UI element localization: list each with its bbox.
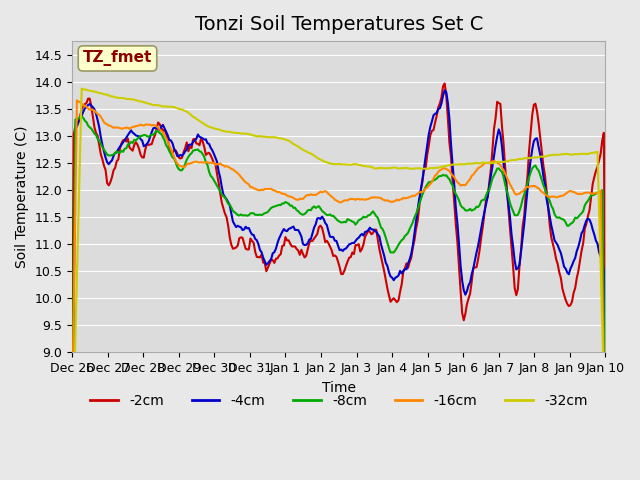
- Text: TZ_fmet: TZ_fmet: [83, 50, 152, 66]
- X-axis label: Time: Time: [322, 381, 356, 395]
- Legend: -2cm, -4cm, -8cm, -16cm, -32cm: -2cm, -4cm, -8cm, -16cm, -32cm: [84, 389, 593, 414]
- Title: Tonzi Soil Temperatures Set C: Tonzi Soil Temperatures Set C: [195, 15, 483, 34]
- Y-axis label: Soil Temperature (C): Soil Temperature (C): [15, 125, 29, 268]
